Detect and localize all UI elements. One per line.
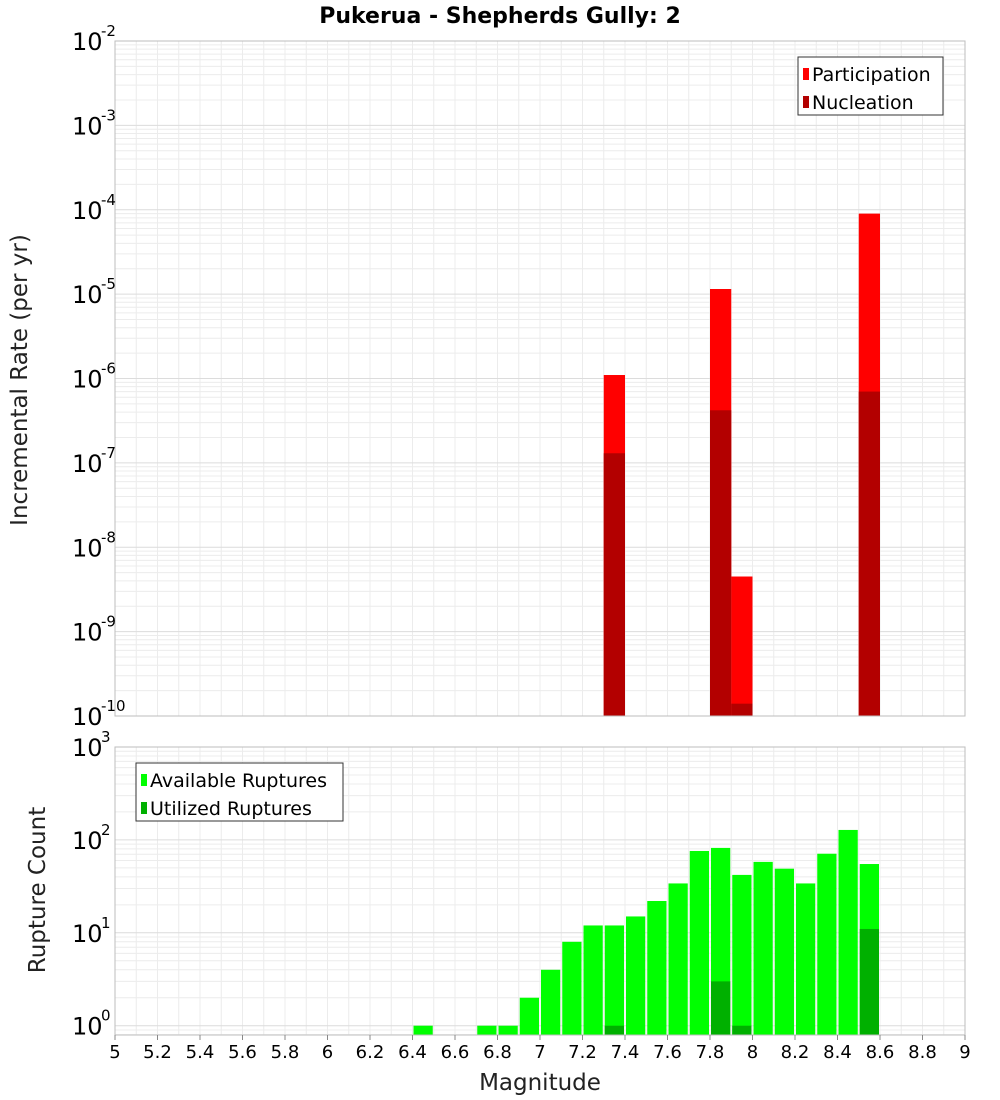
y-tick-exponent: 0 — [101, 1007, 111, 1025]
bar-nucleation — [710, 410, 732, 716]
bar-nucleation — [731, 703, 753, 716]
bar-participation — [731, 576, 753, 716]
y-tick-label: 10 — [72, 112, 103, 140]
legend-box — [135, 762, 344, 822]
x-tick-label: 6.2 — [356, 1042, 385, 1063]
legend-label: Available Ruptures — [150, 770, 327, 792]
y-tick-exponent: 1 — [101, 914, 111, 932]
y-tick-exponent: -6 — [101, 360, 116, 378]
x-tick-label: 5.4 — [186, 1042, 215, 1063]
x-tick-label: 8.6 — [866, 1042, 895, 1063]
x-tick-label: 7.6 — [653, 1042, 682, 1063]
y-tick-exponent: 2 — [101, 821, 111, 839]
x-tick-label: 8.8 — [908, 1042, 937, 1063]
y-tick-label: 10 — [72, 920, 103, 948]
bar-available — [668, 883, 688, 1035]
x-tick-label: 9 — [959, 1042, 970, 1063]
bar-available — [541, 969, 561, 1035]
y-tick-label: 10 — [72, 366, 103, 394]
bar-available — [689, 850, 709, 1035]
x-tick-label: 5.6 — [228, 1042, 257, 1063]
y-tick-label: 10 — [72, 619, 103, 647]
legend-swatch — [803, 96, 809, 108]
bar-available — [604, 925, 624, 1035]
y-tick-exponent: -10 — [101, 697, 126, 715]
x-tick-label: 7.8 — [696, 1042, 725, 1063]
x-tick-label: 5.8 — [271, 1042, 300, 1063]
bar-available — [477, 1025, 497, 1035]
legend-label: Utilized Ruptures — [150, 798, 312, 820]
bar-available — [838, 829, 858, 1035]
rate-panel: 10-210-310-410-510-610-710-810-910-10Par… — [72, 22, 966, 731]
bar-available — [498, 1025, 518, 1035]
legend-box — [797, 56, 944, 116]
bar-utilized — [711, 981, 731, 1035]
x-tick-label: 6 — [322, 1042, 333, 1063]
bar-available — [647, 900, 667, 1035]
bar-available — [562, 941, 582, 1035]
bar-utilized — [604, 1025, 624, 1035]
bar-available — [519, 997, 539, 1035]
count-y-axis-label: Rupture Count — [25, 807, 51, 973]
y-tick-label: 10 — [72, 534, 103, 562]
bar-nucleation — [858, 391, 880, 716]
legend-swatch — [141, 774, 147, 786]
x-tick-label: 6.8 — [483, 1042, 512, 1063]
legend-swatch — [141, 802, 147, 814]
y-tick-exponent: -5 — [101, 275, 116, 293]
bar-available — [583, 925, 603, 1035]
bar-available — [413, 1025, 433, 1035]
x-tick-label: 7.4 — [611, 1042, 640, 1063]
y-tick-label: 10 — [72, 827, 103, 855]
y-tick-label: 10 — [72, 281, 103, 309]
y-tick-exponent: -8 — [101, 528, 116, 546]
y-tick-label: 10 — [72, 450, 103, 478]
y-tick-exponent: -2 — [101, 22, 116, 40]
legend-label: Nucleation — [812, 92, 914, 114]
y-tick-label: 10 — [72, 703, 103, 731]
y-tick-exponent: -3 — [101, 106, 116, 124]
x-axis-label: Magnitude — [479, 1070, 601, 1096]
bar-nucleation — [603, 453, 625, 716]
bar-available — [796, 883, 816, 1035]
plot-frame — [114, 40, 966, 717]
bar-available — [626, 916, 646, 1035]
x-tick-label: 5.2 — [143, 1042, 172, 1063]
y-tick-exponent: -4 — [101, 191, 116, 209]
bar-available — [817, 853, 837, 1035]
y-tick-exponent: -7 — [101, 444, 116, 462]
bar-utilized — [732, 1025, 752, 1035]
x-tick-label: 8.2 — [781, 1042, 810, 1063]
x-tick-label: 8.4 — [823, 1042, 852, 1063]
bar-utilized — [859, 928, 879, 1035]
x-tick-label: 8 — [747, 1042, 758, 1063]
rate-y-axis-label: Incremental Rate (per yr) — [7, 234, 33, 526]
x-tick-label: 7.2 — [568, 1042, 597, 1063]
chart-title: Pukerua - Shepherds Gully: 2 — [319, 4, 681, 29]
bar-available — [732, 874, 752, 1035]
y-tick-label: 10 — [72, 734, 103, 762]
x-tick-label: 7 — [534, 1042, 545, 1063]
legend-label: Participation — [812, 64, 931, 86]
bar-available — [753, 861, 773, 1035]
x-tick-label: 5 — [109, 1042, 120, 1063]
x-tick-label: 6.4 — [398, 1042, 427, 1063]
y-tick-exponent: 3 — [101, 728, 111, 746]
y-tick-label: 10 — [72, 1013, 103, 1041]
y-tick-exponent: -9 — [101, 613, 116, 631]
legend-swatch — [803, 68, 809, 80]
y-tick-label: 10 — [72, 197, 103, 225]
x-tick-label: 6.6 — [441, 1042, 470, 1063]
bar-available — [774, 868, 794, 1035]
y-tick-label: 10 — [72, 28, 103, 56]
